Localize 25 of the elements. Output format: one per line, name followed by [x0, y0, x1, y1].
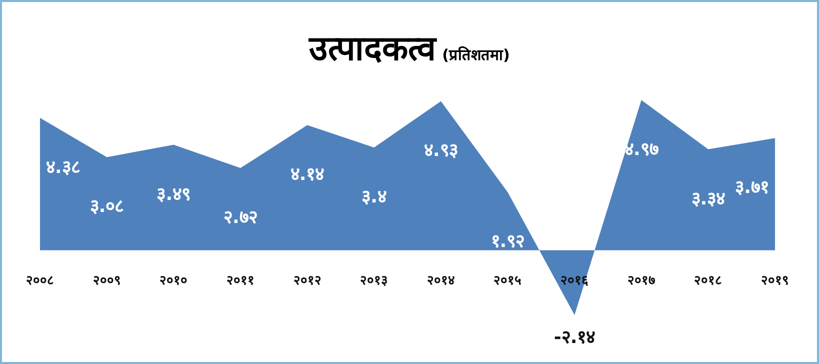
- data-label: ३.३४: [691, 188, 726, 210]
- x-tick-label: २०१४: [426, 273, 455, 288]
- x-tick-label: २००९: [92, 273, 121, 288]
- data-label: ४.९७: [624, 139, 658, 160]
- data-label: ३.७१: [735, 177, 769, 198]
- x-tick-label: २००८: [26, 273, 54, 288]
- x-tick-label: २०१३: [360, 273, 388, 288]
- data-label: ४.१४: [290, 164, 324, 186]
- data-label: ४.३८: [46, 156, 80, 178]
- chart-title: उत्पादकत्व: [309, 29, 436, 69]
- data-label: ३.४९: [156, 184, 191, 205]
- data-label: २.७२: [224, 207, 258, 228]
- data-label: १.९२: [490, 231, 525, 252]
- x-tick-label: २०१०: [160, 273, 188, 288]
- x-tick-label: २०१२: [293, 273, 322, 288]
- data-label: ४.९३: [424, 140, 458, 162]
- data-label: -२.१४: [554, 327, 596, 348]
- x-tick-label: २०१५: [494, 273, 522, 288]
- chart-subtitle: (प्रतिशतमा): [442, 46, 510, 64]
- x-tick-label: २०१८: [694, 273, 722, 288]
- data-label: ३.०८: [90, 196, 124, 218]
- data-label: ३.४: [362, 186, 387, 208]
- x-tick-label: २०१७: [627, 273, 656, 288]
- x-tick-label: २०११: [226, 273, 254, 288]
- x-tick-label: २०१९: [761, 273, 789, 288]
